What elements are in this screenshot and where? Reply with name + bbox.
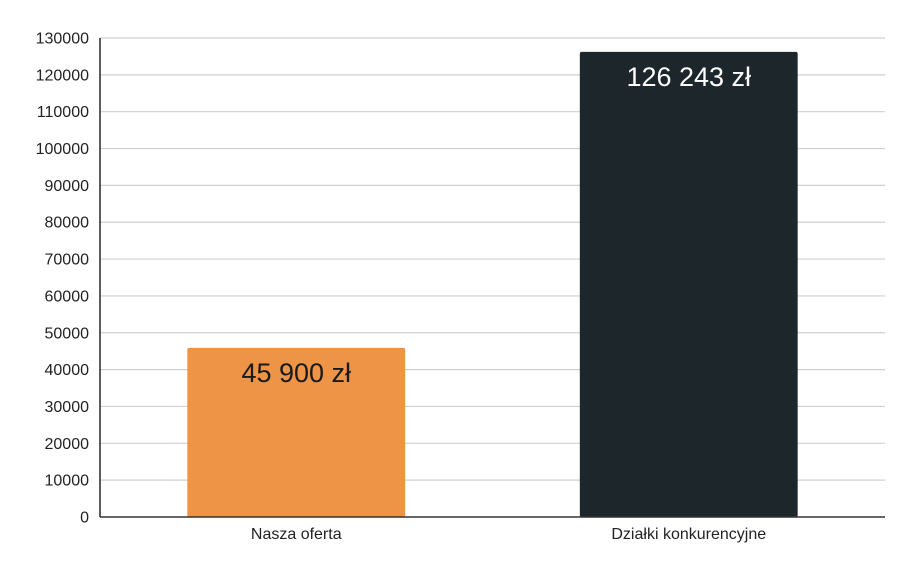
y-tick-label: 130000	[36, 31, 89, 48]
bars	[187, 51, 798, 517]
x-category-label: Działki konkurencyjne	[611, 526, 766, 543]
bar-value-label: 126 243 zł	[626, 62, 751, 92]
y-tick-label: 100000	[36, 141, 89, 158]
y-tick-label: 80000	[45, 215, 90, 232]
y-tick-label: 70000	[45, 252, 90, 269]
y-tick-label: 60000	[45, 288, 90, 305]
y-tick-label: 110000	[37, 104, 89, 121]
bar-dzialki-konkurencyjne	[579, 51, 798, 517]
y-tick-label: 50000	[45, 325, 90, 342]
y-tick-label: 30000	[45, 399, 90, 416]
axes	[99, 38, 885, 518]
y-tick-label: 10000	[45, 473, 90, 490]
bar-nasza-oferta	[187, 347, 406, 517]
labels: 0 10000 20000 30000 40000 50000 60000 70000 8000…	[36, 31, 767, 544]
y-tick-label: 120000	[36, 67, 89, 84]
y-tick-label: 90000	[45, 178, 90, 195]
y-tick-label: 40000	[45, 362, 90, 379]
bar-value-label: 45 900 zł	[241, 358, 351, 388]
x-category-label: Nasza oferta	[251, 526, 342, 543]
y-tick-label: 20000	[45, 436, 90, 453]
y-tick-label: 0	[80, 510, 89, 527]
